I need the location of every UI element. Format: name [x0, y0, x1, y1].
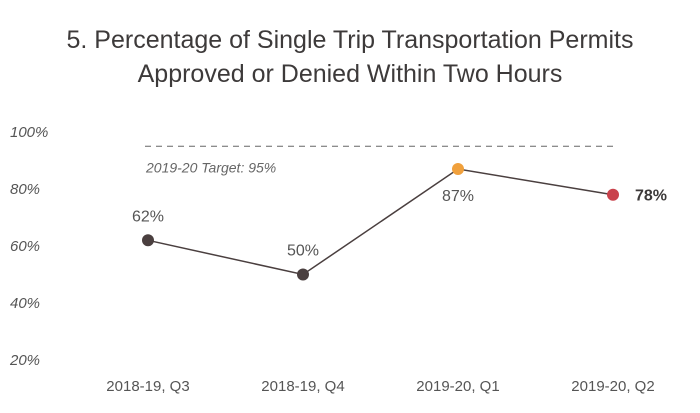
target-label: 2019-20 Target: 95% [145, 159, 276, 175]
data-point [607, 188, 619, 201]
y-tick-label: 40% [10, 295, 40, 312]
chart-subtitle: Approved or Denied Within Two Hours [138, 60, 563, 88]
data-point [142, 234, 154, 247]
chart-title: 5. Percentage of Single Trip Transportat… [67, 26, 634, 54]
data-labels: 62% 50% 87% 78% [132, 188, 667, 260]
data-label: 62% [132, 208, 164, 225]
y-tick-label: 100% [10, 124, 48, 141]
x-tick-label: 2019-20, Q2 [571, 378, 654, 395]
data-label: 78% [635, 188, 667, 205]
y-tick-label: 20% [9, 352, 40, 369]
x-axis-ticks: 2018-19, Q3 2018-19, Q4 2019-20, Q1 2019-20… [106, 378, 654, 395]
data-point [297, 268, 309, 281]
y-tick-label: 80% [10, 181, 40, 198]
data-point [452, 163, 464, 176]
x-tick-label: 2019-20, Q1 [416, 378, 499, 395]
y-tick-label: 60% [10, 238, 40, 255]
series-line [147, 168, 614, 276]
x-tick-label: 2018-19, Q4 [261, 378, 344, 395]
data-label: 50% [287, 243, 319, 260]
x-tick-label: 2018-19, Q3 [106, 378, 189, 395]
data-points [142, 163, 619, 281]
data-label: 87% [442, 188, 474, 205]
y-axis-ticks: 20% 40% 60% 80% 100% [9, 124, 48, 369]
